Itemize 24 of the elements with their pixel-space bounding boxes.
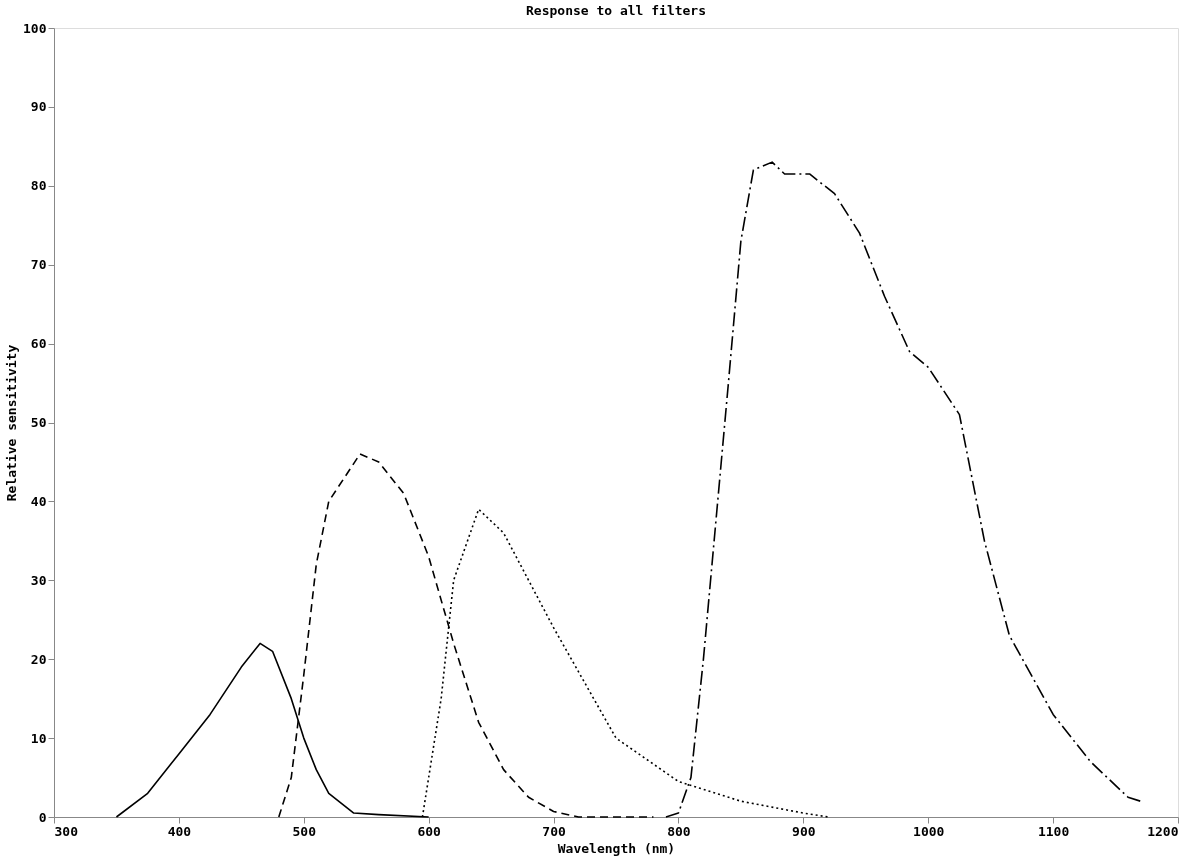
x-tick-label: 500: [292, 823, 317, 839]
y-tick-label: 100: [23, 20, 47, 36]
y-tick-label: 40: [30, 493, 47, 509]
y-tick-label: 60: [30, 336, 47, 352]
y-tick-label: 70: [30, 257, 47, 273]
chart-title: Response to all filters: [525, 3, 707, 18]
y-tick-label: 90: [30, 99, 47, 115]
y-tick-label: 50: [30, 415, 47, 430]
x-tick-label: 1100: [1037, 823, 1070, 839]
x-tick-label: 1000: [913, 823, 945, 839]
y-axis-title: Relative sensitivity: [4, 344, 20, 502]
x-tick-label: 800: [667, 823, 691, 839]
y-tick-label: 80: [30, 178, 47, 194]
x-axis-title: Wavelength (nm): [557, 840, 676, 856]
y-tick-label: 30: [30, 572, 47, 588]
x-tick-label: 600: [417, 823, 442, 839]
x-tick-label: 1200: [1147, 823, 1179, 839]
y-tick-label: 10: [30, 730, 47, 746]
x-tick-label: 700: [542, 823, 566, 839]
y-tick-label: 0: [38, 809, 47, 825]
x-tick-label: 400: [167, 823, 192, 839]
x-tick-label: 300: [54, 823, 79, 839]
y-tick-label: 20: [30, 651, 47, 667]
x-tick-label: 900: [792, 823, 816, 839]
